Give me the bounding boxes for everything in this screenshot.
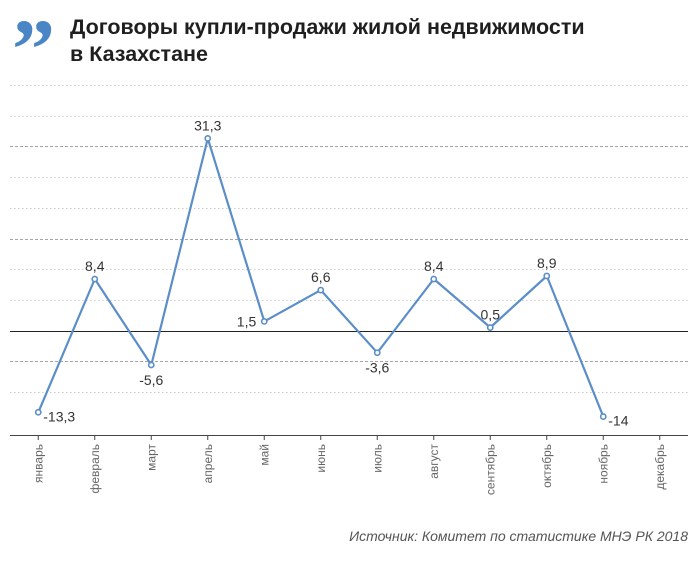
data-label: 6,6 [311, 269, 331, 285]
data-label: 8,9 [537, 255, 557, 271]
data-label: -13,3 [43, 408, 75, 424]
x-tick-label: март [144, 444, 158, 471]
data-point [260, 318, 268, 325]
data-point [91, 275, 99, 283]
data-label: -3,6 [365, 360, 389, 376]
x-tick-labels-layer: январь февраль март апрель май июнь июль август… [31, 444, 667, 496]
data-labels-layer: -13,3 8,4 -5,6 31,3 1,5 6,6 -3,6 8,4 0,5 8,9 -14 [43, 117, 628, 428]
x-tick-label: октябрь [540, 444, 554, 488]
data-point [543, 272, 551, 280]
x-tick-label: апрель [201, 444, 215, 483]
x-tick-label: январь [31, 444, 45, 483]
data-point [204, 135, 212, 142]
source-note: Источник: Комитет по статистике МНЭ РК 2… [349, 528, 688, 544]
chart-title-line-1: Договоры купли-продажи жилой недвижимост… [70, 15, 585, 39]
x-tick-label: август [427, 444, 441, 479]
data-label: 1,5 [237, 313, 257, 329]
line-chart: -13,3 8,4 -5,6 31,3 1,5 6,6 -3,6 8,4 0,5 8,9 -14 я… [10, 85, 688, 496]
data-point [373, 349, 381, 357]
x-tick-label: май [257, 444, 271, 466]
data-point [599, 413, 607, 420]
x-tick-label: ноябрь [596, 444, 610, 484]
x-tick-label: июль [370, 444, 384, 473]
data-point [147, 361, 155, 369]
points-layer [34, 135, 607, 420]
data-point [34, 408, 42, 416]
data-label: -14 [608, 413, 628, 429]
data-label: 8,4 [85, 258, 105, 274]
chart-title: Договоры купли-продажи жилой недвижимост… [70, 14, 680, 68]
data-point [486, 324, 494, 331]
quote-logo-icon: ” [12, 1, 55, 97]
chart-title-line-2: в Казахстане [70, 42, 208, 66]
data-point [430, 275, 438, 283]
data-label: 8,4 [424, 258, 444, 274]
grid-layer [10, 85, 688, 440]
x-tick-label: декабрь [653, 444, 667, 490]
data-point [317, 286, 325, 294]
data-label: 31,3 [194, 117, 221, 133]
data-label: 0,5 [481, 307, 501, 323]
data-label: -5,6 [139, 372, 163, 388]
x-tick-label: сентябрь [483, 444, 497, 495]
x-tick-label: февраль [88, 444, 102, 494]
x-tick-label: июнь [314, 444, 328, 473]
